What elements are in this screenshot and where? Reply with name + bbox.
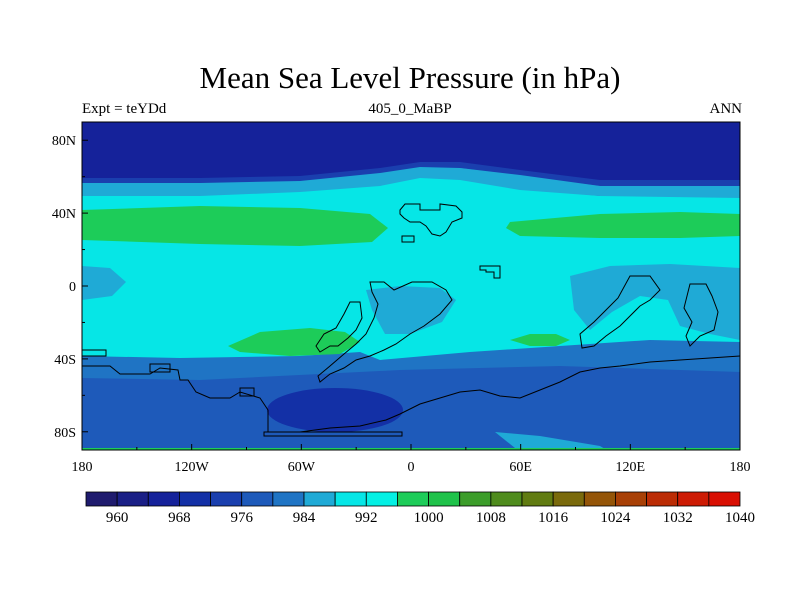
eq-low-west [82,266,126,300]
y-tick-label: 40S [54,353,76,368]
season-label: ANN [709,101,743,117]
coast-island-2 [479,265,501,279]
coast-island-5 [239,387,255,397]
x-axis: 180 120W 60W 0 60E 120E 180 [72,444,751,475]
coastlines [82,203,740,437]
map-title: Mean Sea Level Pressure (in hPa) [199,60,621,95]
coast-island-4 [149,363,171,373]
colorbar-swatch [116,491,149,507]
coast-east-continent [579,275,661,349]
colorbar-swatch [459,491,492,507]
south-patch [495,432,607,450]
sh-high-east [510,334,570,346]
colorbar-label: 992 [355,510,378,526]
colorbar-label: 976 [230,510,253,526]
colorbar-label: 1008 [475,510,506,526]
colorbar-label: 960 [105,510,129,526]
colorbar-swatch [397,491,429,507]
colorbar-swatch [365,491,398,507]
colorbar-swatch [583,491,616,507]
coast-island-3 [82,349,107,357]
colorbar-swatch [179,491,211,507]
experiment-label: Expt = teYDd [82,101,167,117]
colorbar-swatch [303,491,336,507]
y-axis: 80N 40N 0 40S 80S [52,134,88,441]
polar-low-inner [82,122,740,180]
colorbar-label: 984 [292,510,316,526]
coast-island-1 [401,235,415,243]
y-tick-label: 80N [52,134,76,149]
colorbar-swatch [708,491,741,507]
nh-high-east [506,212,740,238]
x-tick-label: 0 [408,460,415,475]
colorbar-swatch [147,491,180,507]
antarctic-low-centre [267,388,403,432]
x-tick-label: 120E [616,460,646,475]
y-tick-label: 40N [52,207,76,222]
eq-low-indian [570,264,740,340]
coast-east-island [683,283,719,347]
x-tick-label: 180 [72,460,93,475]
colorbar [85,491,741,507]
polar-front [82,167,740,198]
colorbar-swatch [521,491,554,507]
southern-ocean-edge [82,340,740,380]
colorbar-swatch [272,491,305,507]
colorbar-label: 1000 [413,510,444,526]
colorbar-label: 968 [168,510,191,526]
colorbar-label: 1032 [662,510,693,526]
x-tick-label: 60E [509,460,532,475]
eq-low-atlantic [366,286,456,334]
coast-central-continent [317,281,453,383]
coast-north-continent [399,203,463,237]
colorbar-label: 1024 [600,510,631,526]
nh-high-west [82,206,388,246]
x-tick-label: 60W [288,460,316,475]
y-tick-label: 80S [54,426,76,441]
colorbar-swatch [428,491,461,507]
coast-south-shelf [263,431,403,437]
map-field [82,122,740,450]
colorbar-swatch [334,491,367,507]
colorbar-swatch [646,491,679,507]
colorbar-swatch [552,491,585,507]
x-tick-label: 120W [175,460,210,475]
colorbar-swatch [677,491,710,507]
coast-peninsula [315,301,363,353]
colorbar-swatch [85,491,118,507]
x-tick-label: 180 [730,460,751,475]
y-tick-label: 0 [69,280,76,295]
colorbar-swatch [615,491,647,507]
colorbar-label: 1040 [725,510,755,526]
colorbar-swatch [210,491,243,507]
colorbar-swatch [490,491,523,507]
coast-antarctic [82,355,740,433]
colorbar-swatch [241,491,274,507]
age-label: 405_0_MaBP [368,101,452,117]
colorbar-label: 1016 [538,510,569,526]
sh-high-west [228,328,360,356]
